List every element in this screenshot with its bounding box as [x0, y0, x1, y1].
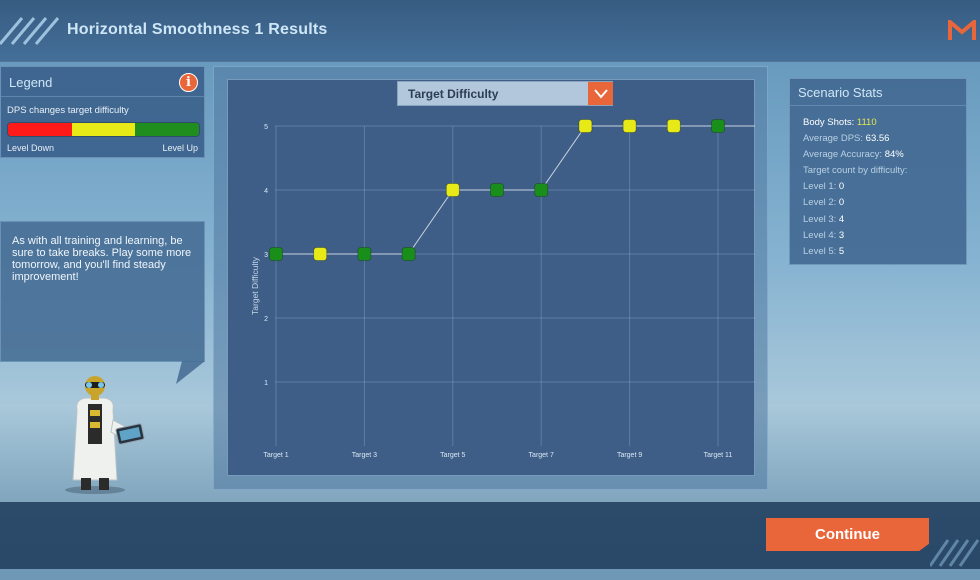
- chart-metric-dropdown-label: Target Difficulty: [408, 87, 499, 101]
- stat-average-dps-value: 63.56: [865, 133, 890, 145]
- header-stripes-decoration: [0, 17, 60, 45]
- stat-average-dps-label: Average DPS:: [803, 133, 866, 145]
- stats-header: Scenario Stats: [790, 79, 966, 106]
- series-line: [276, 125, 755, 255]
- legend-title: Legend: [9, 75, 53, 90]
- legend-red-segment: [8, 123, 72, 136]
- y-tick-label: 5: [264, 124, 268, 131]
- data-point: [269, 247, 283, 261]
- header-bar: Horizontal Smoothness 1 Results: [0, 0, 980, 62]
- m-logo-icon: [948, 20, 976, 40]
- data-point: [313, 247, 328, 261]
- stat-average-accuracy-label: Average Accuracy:: [803, 149, 885, 161]
- data-point: [357, 247, 372, 261]
- legend-panel: Legend i DPS changes target difficulty L…: [0, 66, 205, 158]
- data-point: [445, 183, 460, 197]
- scenario-stats-panel: Scenario Stats Body Shots: 1110 Average …: [789, 78, 967, 265]
- y-tick-label: 3: [264, 252, 268, 259]
- legend-yellow-segment: [71, 123, 136, 136]
- speech-bubble-tail: [176, 361, 205, 384]
- stat-level-3: Level 3: 4: [803, 212, 907, 228]
- chart-metric-dropdown[interactable]: Target Difficulty: [397, 81, 613, 106]
- page-title: Horizontal Smoothness 1 Results: [67, 21, 328, 38]
- x-tick-label: Target 3: [352, 452, 377, 459]
- stat-body-shots-value: 1110: [856, 117, 877, 128]
- stat-level-label: Level 2:: [803, 197, 839, 209]
- y-tick-label: 1: [264, 380, 268, 387]
- stat-level-1: Level 1: 0: [803, 179, 907, 195]
- stat-level-4: Level 4: 3: [803, 228, 907, 244]
- data-point: [711, 119, 725, 133]
- stat-average-accuracy: Average Accuracy: 84%: [803, 147, 907, 163]
- y-axis-label: Target Difficulty: [250, 256, 260, 315]
- x-tick-label: Target 7: [529, 452, 554, 459]
- stat-level-label: Level 4:: [803, 229, 839, 241]
- stat-level-label: Level 3:: [803, 213, 839, 225]
- data-point: [534, 183, 549, 197]
- tip-speech-bubble: As with all training and learning, be su…: [0, 221, 205, 362]
- stat-target-count-label: Target count by difficulty:: [803, 165, 908, 177]
- legend-green-segment: [135, 123, 199, 136]
- bottom-strip: [0, 569, 980, 580]
- data-point: [666, 119, 681, 133]
- stat-level-value: 5: [838, 245, 845, 257]
- x-tick-label: Target 9: [617, 452, 642, 459]
- data-point: [490, 183, 504, 197]
- stats-title: Scenario Stats: [798, 85, 883, 100]
- data-point: [578, 119, 593, 133]
- y-tick-label: 2: [264, 316, 268, 323]
- stat-level-label: Level 5:: [803, 245, 839, 257]
- info-icon[interactable]: i: [179, 73, 198, 92]
- x-tick-label: Target 1: [263, 452, 288, 459]
- stat-average-dps: Average DPS: 63.56: [803, 131, 907, 147]
- stats-list: Body Shots: 1110 Average DPS: 63.56 Aver…: [803, 115, 907, 260]
- stat-level-value: 0: [838, 181, 845, 193]
- tip-text: As with all training and learning, be su…: [12, 235, 192, 283]
- continue-button[interactable]: Continue: [766, 518, 929, 551]
- robot-mascot-illustration: [65, 376, 145, 494]
- y-tick-label: 4: [264, 188, 268, 195]
- stat-level-value: 4: [838, 213, 845, 225]
- footer-stripes-decoration: [930, 539, 980, 567]
- x-tick-label: Target 11: [704, 452, 733, 459]
- difficulty-line-chart: 1 2 3 4 5 Target 1 Target 3 Target 5 Target 7 Tar…: [250, 119, 755, 459]
- stat-level-value: 0: [838, 197, 845, 209]
- legend-description: DPS changes target difficulty: [7, 105, 129, 116]
- stat-body-shots-label: Body Shots:: [803, 117, 857, 128]
- chevron-down-icon[interactable]: [588, 82, 613, 105]
- stat-target-count-heading: Target count by difficulty:: [803, 163, 907, 179]
- data-point: [622, 119, 637, 133]
- stat-level-value: 3: [838, 229, 845, 241]
- x-tick-label: Target 5: [440, 452, 465, 459]
- chart-area: [227, 79, 755, 476]
- legend-header: Legend i: [1, 67, 204, 97]
- stat-level-5: Level 5: 5: [803, 244, 907, 260]
- legend-level-down-label: Level Down: [7, 143, 55, 153]
- stat-level-2: Level 2: 0: [803, 195, 907, 211]
- legend-color-bar: [7, 122, 200, 137]
- stat-body-shots: Body Shots: 1110: [803, 115, 907, 131]
- stat-average-accuracy-value: 84%: [884, 149, 904, 161]
- stat-level-label: Level 1:: [803, 181, 839, 193]
- data-point: [401, 247, 416, 261]
- legend-level-up-label: Level Up: [162, 143, 198, 153]
